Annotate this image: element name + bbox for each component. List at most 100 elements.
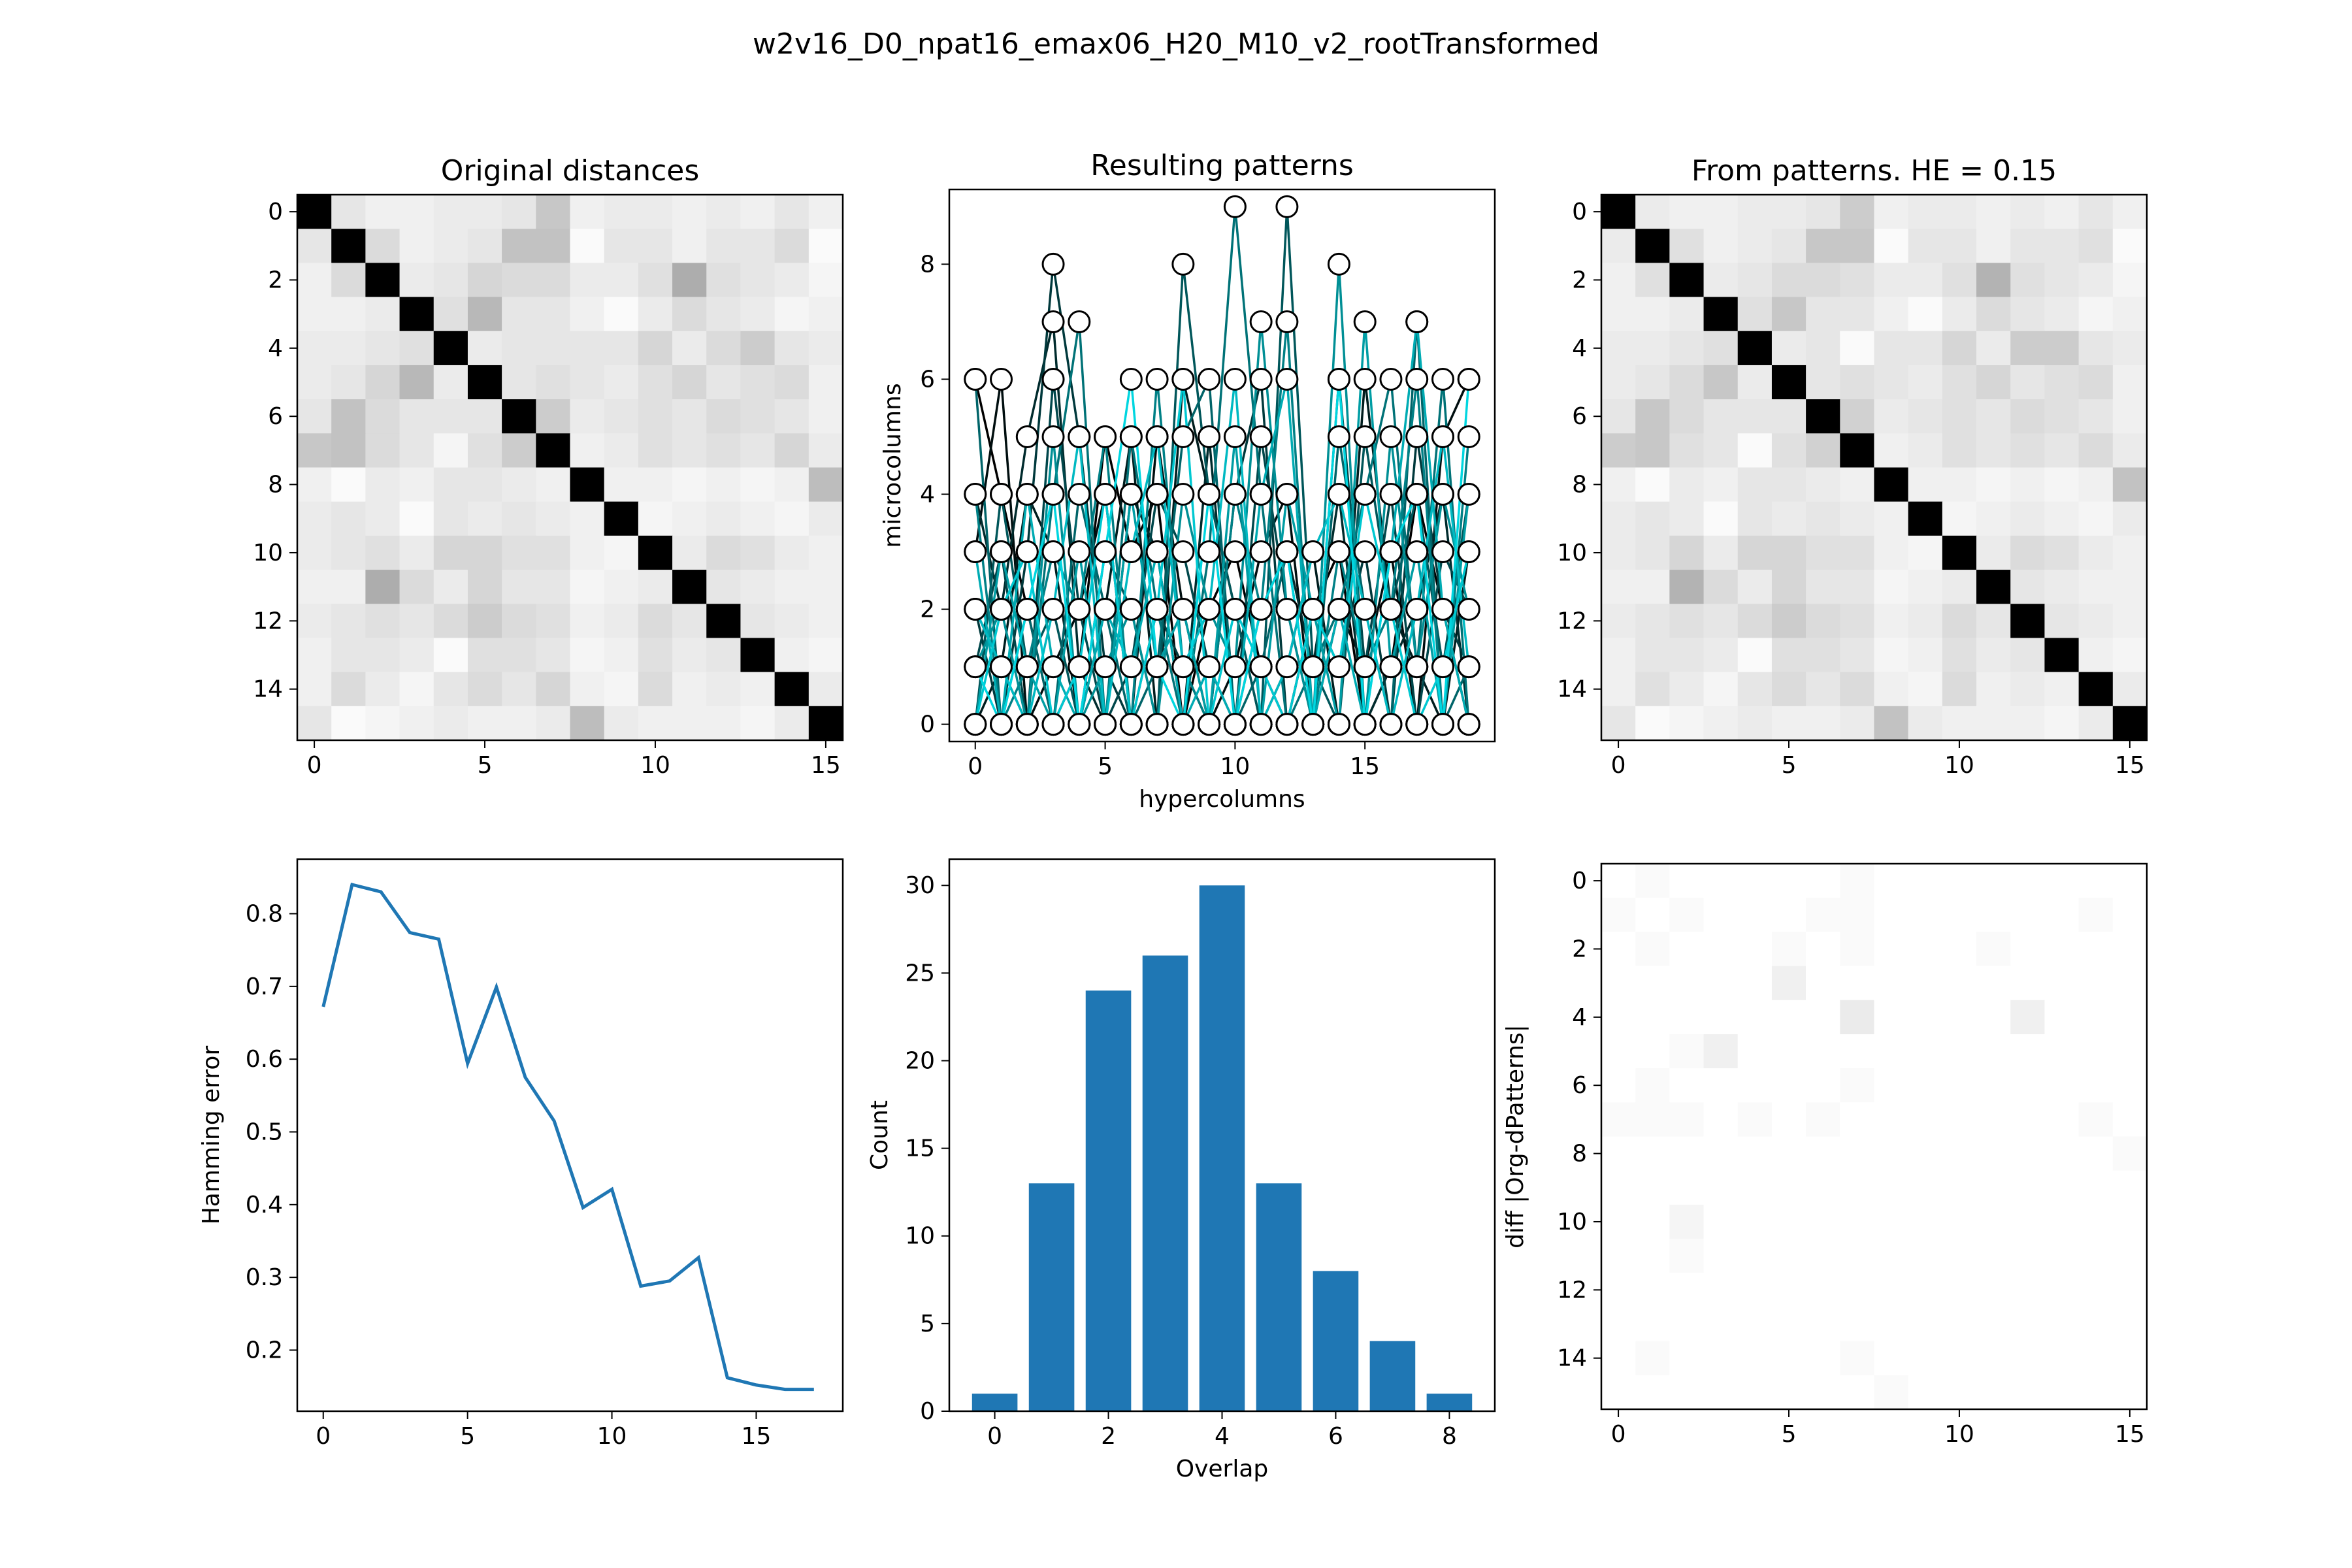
heatmap-cell	[1737, 864, 1772, 898]
pattern-point	[1041, 310, 1065, 333]
heatmap-cell	[1771, 898, 1806, 932]
bar	[1142, 955, 1188, 1411]
heatmap-cell	[1976, 1307, 2011, 1342]
heatmap-cell	[1942, 433, 1977, 468]
heatmap-cell	[2112, 1102, 2148, 1137]
heatmap-cell	[1874, 1341, 1909, 1376]
heatmap-cell	[1771, 932, 1806, 967]
pattern-point	[1145, 367, 1169, 391]
heatmap-cell	[433, 535, 468, 570]
heatmap-cell	[1942, 672, 1977, 707]
heatmap-cell	[399, 672, 434, 707]
heatmap-cell	[1806, 1000, 1840, 1035]
heatmap-cell	[1669, 966, 1705, 1001]
axes-title: From patterns. HE = 0.15	[1691, 154, 2057, 188]
heatmap-cell	[1601, 1204, 1636, 1239]
y-axis-label: Hamming error	[198, 1046, 225, 1225]
heatmap-cell	[1942, 1102, 1977, 1137]
pattern-point	[1041, 655, 1065, 679]
heatmap-cell	[1669, 570, 1705, 604]
heatmap-cell	[1942, 195, 1977, 229]
heatmap-cell	[706, 604, 742, 639]
heatmap-cell	[1601, 966, 1636, 1001]
heatmap-cell	[2044, 1136, 2080, 1171]
y-tick-label: 14	[253, 676, 283, 703]
heatmap-cell	[1669, 1102, 1705, 1137]
pattern-point	[1119, 713, 1143, 736]
heatmap-cell	[2112, 932, 2148, 967]
heatmap-cell	[1737, 604, 1772, 639]
heatmap-cell	[1908, 570, 1943, 604]
heatmap-cell	[1840, 638, 1875, 673]
pattern-point	[1405, 540, 1429, 564]
heatmap-cell	[536, 263, 571, 298]
heatmap-cell	[1908, 706, 1943, 741]
y-tick-label: 12	[253, 608, 283, 634]
heatmap-cell	[467, 433, 502, 468]
heatmap-cell	[1806, 331, 1840, 366]
heatmap-cell	[1976, 604, 2011, 639]
x-tick-label: 0	[987, 1423, 1002, 1450]
heatmap-cell	[536, 570, 571, 604]
heatmap-cell	[740, 706, 776, 741]
heatmap-cell	[1669, 467, 1705, 502]
heatmap-cell	[467, 467, 502, 502]
heatmap-cell	[706, 672, 742, 707]
pattern-point	[1041, 540, 1065, 564]
heatmap-cell	[433, 570, 468, 604]
heatmap-cell	[604, 638, 639, 673]
heatmap-cell	[1942, 932, 1977, 967]
heatmap-cell	[1703, 706, 1739, 741]
heatmap-cell	[1840, 1239, 1875, 1273]
y-axis-label: microcolumns	[879, 383, 906, 547]
pattern-point	[1249, 310, 1273, 333]
pattern-point	[1171, 483, 1195, 506]
heatmap-cell	[2044, 672, 2080, 707]
heatmap-cell	[2112, 467, 2148, 502]
heatmap-cell	[1601, 932, 1636, 967]
heatmap-cell	[433, 501, 468, 536]
pattern-point	[1327, 252, 1350, 276]
heatmap-cell	[1942, 229, 1977, 263]
heatmap-cell	[2044, 229, 2080, 263]
heatmap-cell	[1737, 898, 1772, 932]
heatmap-cell	[1908, 297, 1943, 332]
heatmap-cell	[1669, 535, 1705, 570]
heatmap-cell	[1771, 672, 1806, 707]
heatmap-cell	[1976, 706, 2011, 741]
heatmap-cell	[2010, 501, 2046, 536]
heatmap-cell	[2112, 1034, 2148, 1069]
heatmap-cell	[2078, 672, 2114, 707]
heatmap-cell	[1669, 898, 1705, 932]
heatmap-cell	[331, 570, 366, 604]
y-tick-label: 0.5	[246, 1119, 283, 1145]
heatmap-cell	[1976, 433, 2011, 468]
panel-overlap-histogram: 0 2 4 6 8 0 5 10 15 20 25 30 Overlap Count	[866, 858, 1496, 1482]
pattern-point	[1457, 713, 1480, 736]
heatmap-cell	[740, 433, 776, 468]
pattern-point	[1431, 713, 1454, 736]
heatmap-cell	[2044, 433, 2080, 468]
heatmap-cell	[331, 229, 366, 263]
heatmap-cell	[1976, 1204, 2011, 1239]
heatmap-cell	[1703, 535, 1739, 570]
pattern-point	[1223, 483, 1247, 506]
heatmap-cell	[1806, 535, 1840, 570]
heatmap-cell	[808, 706, 843, 741]
heatmap-cell	[740, 535, 776, 570]
pattern-point	[1249, 425, 1273, 448]
heatmap-cell	[1737, 1102, 1772, 1137]
pattern-point	[990, 713, 1013, 736]
heatmap-cell	[1669, 1000, 1705, 1035]
heatmap-cell	[1635, 331, 1670, 366]
pattern-point	[1353, 598, 1377, 621]
heatmap-cell	[1601, 195, 1636, 229]
heatmap-cell	[1806, 263, 1840, 298]
heatmap-cell	[1669, 365, 1705, 400]
heatmap-cell	[1874, 1239, 1909, 1273]
heatmap-cell	[2044, 638, 2080, 673]
y-tick-label: 0	[1572, 199, 1587, 225]
y-axis-label: diff |Org-dPatterns|	[1502, 1024, 1529, 1249]
x-tick-label: 10	[1220, 753, 1250, 780]
heatmap-cell	[2078, 433, 2114, 468]
